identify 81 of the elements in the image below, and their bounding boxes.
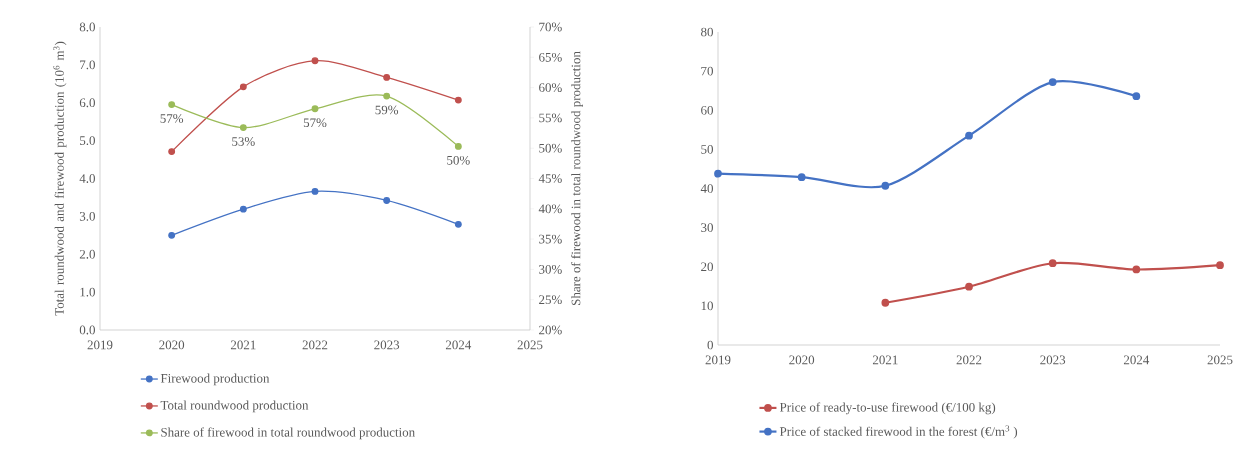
- point: [239, 124, 247, 132]
- x-tick-label: 2020: [159, 340, 185, 350]
- y2-tick-label: 20%: [539, 325, 562, 335]
- y-tick-label: 2.0: [79, 249, 95, 259]
- y2-tick-label: 65%: [539, 52, 562, 62]
- y-tick-label: 60: [701, 105, 713, 115]
- data-label: 57%: [303, 118, 327, 128]
- y-tick-label: 6.0: [79, 98, 95, 108]
- data-label: 53%: [232, 137, 255, 146]
- x-tick-label: 2021: [872, 355, 898, 365]
- y-tick-label: 4.0: [79, 174, 95, 183]
- point: [311, 57, 319, 65]
- x-tick-label: 2023: [1040, 355, 1066, 365]
- y-tick-label: 30: [701, 223, 713, 232]
- y2-tick-label: 30%: [539, 265, 562, 274]
- y2-tick-label: 55%: [539, 113, 562, 123]
- point: [454, 96, 462, 104]
- x-tick-label: 2024: [1123, 355, 1150, 365]
- y-tick-label: 5.0: [80, 136, 95, 146]
- point: [881, 181, 890, 190]
- y-tick-label: 1.0: [80, 287, 95, 297]
- y2-tick-label: 50%: [539, 143, 562, 153]
- y-tick-label: 8.0: [79, 22, 95, 32]
- point: [311, 187, 319, 195]
- x-tick-label: 2020: [789, 355, 815, 365]
- y-tick-label: 10: [701, 301, 713, 311]
- point: [239, 83, 247, 91]
- y2-tick-label: 45%: [538, 174, 562, 183]
- x-tick-label: 2019: [705, 355, 731, 365]
- x-tick-label: 2019: [87, 340, 113, 350]
- point: [168, 101, 176, 109]
- point: [383, 92, 391, 100]
- point: [454, 220, 462, 228]
- legend-label: Share of firewood in total roundwood production: [161, 427, 415, 440]
- y2-tick-label: 70%: [539, 22, 562, 32]
- y-tick-label: 70: [701, 66, 713, 76]
- y-tick-label: 0.0: [79, 325, 95, 335]
- y-tick-label: 40: [700, 184, 713, 193]
- y2-axis-title: Share of firewood in total roundwood production: [571, 51, 583, 305]
- x-tick-label: 2024: [445, 340, 472, 350]
- point: [239, 205, 247, 213]
- x-tick-label: 2025: [1207, 355, 1233, 365]
- x-tick-label: 2025: [517, 340, 543, 350]
- x-tick-label: 2023: [374, 340, 400, 350]
- point: [965, 282, 973, 291]
- point: [965, 131, 973, 140]
- y-tick-label: 20: [701, 262, 713, 272]
- x-tick-label: 2022: [956, 355, 982, 365]
- point: [714, 169, 722, 178]
- y-tick-label: 7.0: [80, 60, 95, 70]
- y2-tick-label: 60%: [539, 83, 562, 92]
- point: [1216, 261, 1224, 270]
- point: [1048, 78, 1057, 86]
- legend-label: Price of ready-to-use firewood (€/100 kg): [779, 402, 996, 415]
- point: [1048, 259, 1057, 268]
- point: [168, 148, 176, 156]
- data-label: 57%: [160, 114, 184, 123]
- point: [454, 142, 462, 150]
- point: [168, 231, 176, 239]
- data-label: 59%: [375, 105, 399, 115]
- y-tick-label: 3.0: [79, 211, 95, 221]
- legend-label: Price of stacked firewood in the forest (€/m$^{3}$ ): [779, 425, 1018, 439]
- x-tick-label: 2022: [302, 340, 328, 350]
- y-tick-label: 50: [701, 145, 713, 154]
- legend-label: Firewood production: [160, 373, 270, 386]
- legend-label: Total roundwood production: [160, 400, 309, 413]
- y2-tick-label: 25%: [539, 295, 562, 305]
- y2-tick-label: 35%: [539, 234, 562, 244]
- data-label: 50%: [447, 155, 470, 165]
- y-axis-title: Total roundwood and firewood production (10$^{6}$ m$^{3}$): [53, 41, 67, 316]
- x-tick-label: 2021: [230, 340, 256, 350]
- point: [1132, 265, 1141, 274]
- point: [797, 173, 806, 182]
- point: [881, 298, 890, 307]
- point: [1132, 92, 1141, 101]
- y2-tick-label: 40%: [538, 204, 562, 214]
- y-tick-label: 0: [707, 340, 713, 350]
- y-tick-label: 80: [701, 27, 713, 37]
- point: [383, 197, 391, 204]
- point: [383, 73, 391, 81]
- point: [311, 105, 319, 113]
